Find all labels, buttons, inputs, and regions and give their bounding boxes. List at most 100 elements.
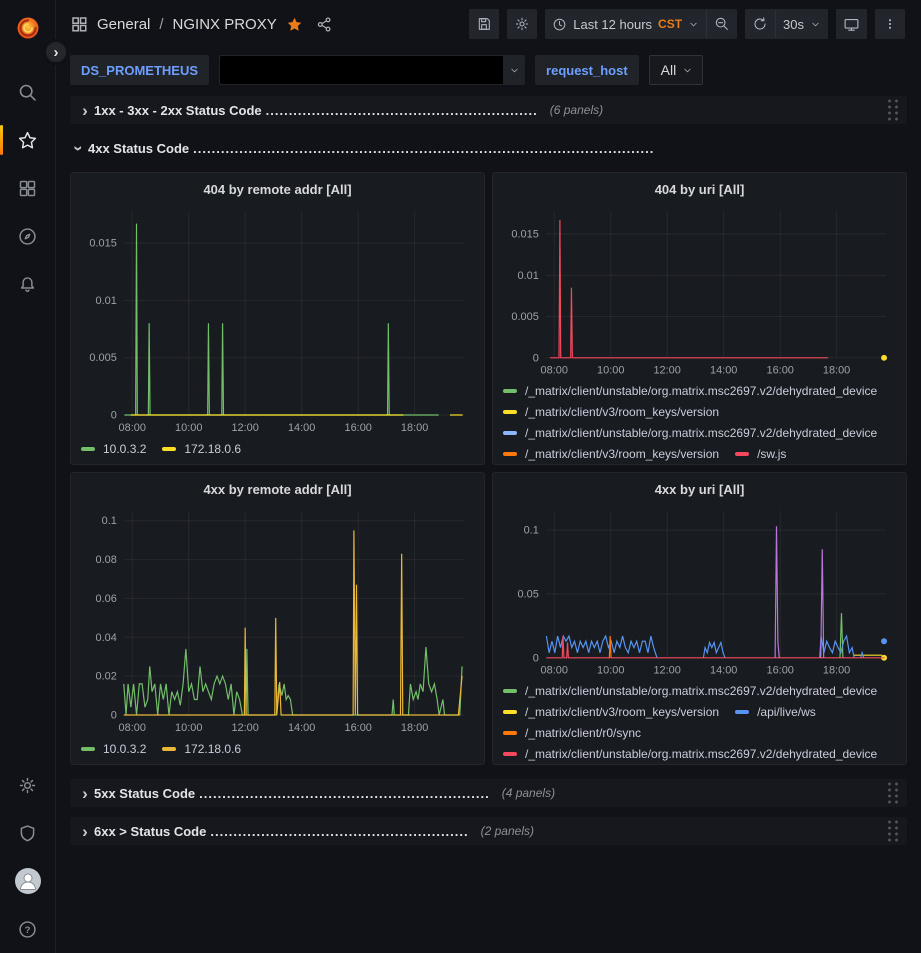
- user-avatar-icon: [19, 873, 36, 890]
- panel-title[interactable]: 404 by remote addr [All]: [203, 182, 352, 197]
- panel-404-by-uri: 404 by uri [All] 0 0.005 0.01 0.015 08:00 10:…: [492, 172, 907, 465]
- svg-text:0.02: 0.02: [96, 671, 117, 683]
- clock-icon: [553, 18, 566, 30]
- legend-item[interactable]: /_matrix/client/v3/room_keys/version: [503, 444, 719, 464]
- gear-icon: [516, 17, 529, 31]
- chevron-down-icon: [510, 68, 518, 72]
- series-color-swatch: [735, 452, 750, 457]
- svg-text:14:00: 14:00: [288, 722, 315, 734]
- breadcrumb-folder[interactable]: General: [97, 15, 151, 33]
- zoom-out-time-button[interactable]: [706, 9, 737, 39]
- timeseries-chart[interactable]: 0 0.005 0.01 0.015 08:00 10:00 12:00 14:00 16:00…: [81, 201, 474, 435]
- sidebar-item-profile[interactable]: [0, 857, 56, 905]
- sidebar-item-server-admin[interactable]: [0, 809, 56, 857]
- row-title: 5xx Status Code: [94, 785, 196, 801]
- row-4xx-status-code[interactable]: › 4xx Status Code ......................…: [70, 134, 907, 162]
- legend-item[interactable]: 172.18.0.6: [162, 438, 241, 459]
- row-drag-handle-icon[interactable]: [886, 98, 901, 122]
- dashboard-settings-button[interactable]: [507, 9, 538, 39]
- sidebar-item-dashboards[interactable]: [0, 164, 56, 212]
- panel-title[interactable]: 404 by uri [All]: [654, 182, 745, 197]
- variable-ds-prometheus-select[interactable]: [219, 55, 526, 85]
- series-color-swatch: [162, 746, 177, 751]
- variable-label-ds-prometheus[interactable]: DS_PROMETHEUS: [70, 55, 210, 85]
- compass-icon: [19, 227, 36, 245]
- sidebar-expand-toggle[interactable]: ›: [43, 39, 69, 65]
- row-5xx-status-code[interactable]: › 5xx Status Code ......................…: [70, 779, 907, 807]
- refresh-interval-label: 30s: [783, 16, 804, 32]
- legend-item[interactable]: /_matrix/client/unstable/org.matrix.msc2…: [503, 423, 877, 444]
- row-title-dots: ........................................…: [193, 140, 655, 156]
- breadcrumb: General / NGINX PROXY: [70, 15, 333, 33]
- timeseries-chart[interactable]: 0 0.02 0.04 0.06 0.08 0.1 08:00 10:00 12:00 14:00…: [81, 501, 474, 735]
- row-drag-handle-icon[interactable]: [886, 781, 901, 805]
- save-dashboard-button[interactable]: [469, 9, 500, 39]
- row-title-dots: ........................................…: [265, 102, 538, 118]
- series-name: /sw.js: [757, 447, 787, 462]
- variable-ds-value-redacted: [220, 56, 504, 84]
- sidebar-item-starred[interactable]: [0, 116, 56, 164]
- svg-text:16:00: 16:00: [344, 722, 371, 734]
- timeseries-chart[interactable]: 0 0.05 0.1 08:00 10:00 12:00 14:00 16:00 18:00: [503, 501, 896, 678]
- variable-request-host-select[interactable]: All: [648, 55, 704, 85]
- legend-item[interactable]: /_matrix/client/v3/room_keys/version: [503, 702, 719, 723]
- series-name: /_matrix/client/v3/room_keys/version: [525, 705, 720, 720]
- legend-item[interactable]: /_matrix/client/unstable/org.matrix.msc2…: [503, 381, 877, 402]
- sidebar-item-search[interactable]: [0, 68, 56, 116]
- timeseries-chart[interactable]: 0 0.005 0.01 0.015 08:00 10:00 12:00 14:00 16:00…: [503, 201, 896, 378]
- legend-item[interactable]: 10.0.3.2: [81, 438, 146, 459]
- legend-item[interactable]: /api/live/ws: [735, 702, 816, 723]
- svg-text:?: ?: [25, 925, 31, 936]
- legend-item[interactable]: /_matrix/client/r0/sync: [503, 723, 641, 744]
- cycle-view-mode-button[interactable]: [836, 9, 867, 39]
- panel-title[interactable]: 4xx by remote addr [All]: [203, 482, 352, 497]
- time-range-picker[interactable]: Last 12 hours CST: [545, 9, 706, 39]
- panel-title[interactable]: 4xx by uri [All]: [654, 482, 745, 497]
- variable-label-request-host[interactable]: request_host: [535, 55, 639, 85]
- breadcrumb-dashboard-title[interactable]: NGINX PROXY: [172, 15, 277, 33]
- chevron-down-icon: ›: [69, 145, 89, 151]
- dashboards-grid-icon: [19, 180, 36, 196]
- chevron-down-icon: [812, 22, 819, 26]
- svg-text:0.06: 0.06: [96, 593, 117, 605]
- legend-item[interactable]: /sw.js: [735, 444, 786, 464]
- dashboard-variables-bar: DS_PROMETHEUS request_host All: [56, 48, 921, 92]
- panel-404-by-remote-addr: 404 by remote addr [All] 0 0.005 0.01 0.015…: [70, 172, 485, 465]
- legend-item[interactable]: 10.0.3.2: [81, 738, 146, 759]
- row-6xx-status-code[interactable]: › 6xx > Status Code ....................…: [70, 817, 907, 845]
- svg-text:18:00: 18:00: [401, 422, 428, 434]
- row-1xx-3xx-2xx-status-code[interactable]: › 1xx - 3xx - 2xx Status Code ..........…: [70, 96, 907, 124]
- legend-item[interactable]: 172.18.0.6: [162, 738, 241, 759]
- series-color-swatch: [503, 752, 517, 757]
- legend-item[interactable]: /_matrix/client/unstable/org.matrix.msc2…: [503, 744, 877, 764]
- refresh-dashboard-button[interactable]: [745, 9, 775, 39]
- series-name: 10.0.3.2: [103, 741, 147, 756]
- svg-text:10:00: 10:00: [175, 722, 202, 734]
- series-name: 172.18.0.6: [184, 741, 242, 756]
- grafana-flame-icon: [17, 17, 38, 39]
- grafana-logo[interactable]: [0, 2, 56, 54]
- series-name: /_matrix/client/v3/room_keys/version: [525, 447, 720, 462]
- sidebar-item-configuration[interactable]: [0, 761, 56, 809]
- svg-text:0.05: 0.05: [518, 588, 539, 600]
- refresh-group: 30s: [745, 9, 828, 39]
- legend-item[interactable]: /_matrix/client/v3/room_keys/version: [503, 402, 719, 423]
- sidebar-item-help[interactable]: ?: [0, 905, 56, 953]
- more-options-button[interactable]: [875, 9, 905, 39]
- series-color-swatch: [81, 446, 95, 451]
- svg-text:16:00: 16:00: [766, 665, 793, 677]
- sidebar-item-explore[interactable]: [0, 212, 56, 260]
- share-icon[interactable]: [316, 16, 333, 33]
- sidebar-item-alerting[interactable]: [0, 260, 56, 308]
- series-name: /_matrix/client/unstable/org.matrix.msc2…: [525, 747, 878, 762]
- series-color-swatch: [162, 446, 177, 451]
- row-drag-handle-icon[interactable]: [886, 819, 901, 843]
- refresh-interval-picker[interactable]: 30s: [775, 9, 828, 39]
- legend-item[interactable]: /_matrix/client/unstable/org.matrix.msc2…: [503, 681, 877, 702]
- svg-text:12:00: 12:00: [653, 365, 680, 377]
- svg-text:0.015: 0.015: [511, 229, 538, 241]
- row-panel-count: (2 panels): [480, 824, 534, 838]
- favorite-star-icon[interactable]: [286, 16, 303, 33]
- chevron-right-icon: ›: [82, 821, 88, 841]
- svg-text:12:00: 12:00: [231, 722, 258, 734]
